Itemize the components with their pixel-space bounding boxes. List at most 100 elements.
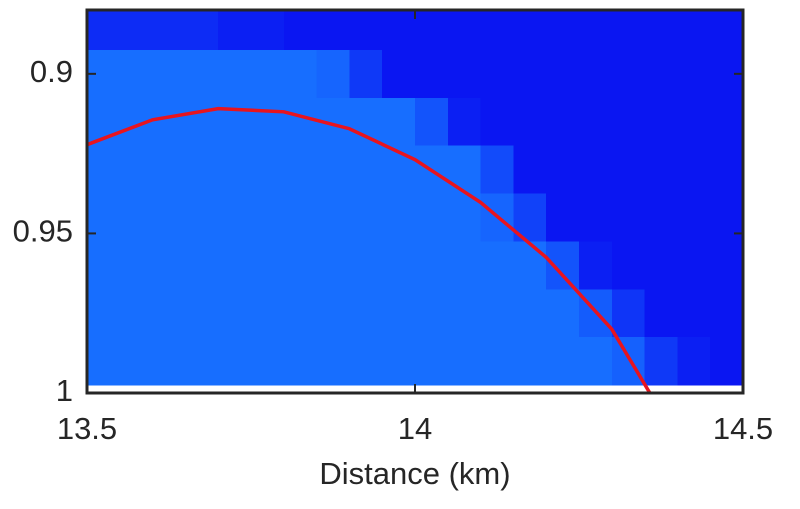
- heatmap-cell: [611, 193, 646, 242]
- heatmap-cell: [316, 193, 350, 242]
- heatmap-cell: [119, 241, 154, 290]
- heatmap-cell: [611, 49, 646, 99]
- heatmap-cell: [513, 337, 547, 386]
- x-axis-label: Distance (km): [319, 456, 510, 491]
- heatmap-cell: [87, 10, 121, 51]
- heatmap-cell: [119, 10, 154, 51]
- heatmap-cell: [644, 97, 678, 147]
- heatmap-cell: [644, 145, 678, 195]
- heatmap-cell: [611, 241, 646, 290]
- heatmap-cell: [710, 289, 744, 338]
- heatmap-cell: [316, 337, 350, 386]
- heatmap-cell: [349, 145, 383, 195]
- heatmap-cell: [677, 337, 711, 386]
- heatmap-cell: [480, 241, 514, 290]
- heatmap-cell: [185, 97, 219, 147]
- y-tick-label: 1: [56, 373, 73, 408]
- heatmap-cell: [316, 145, 350, 195]
- heatmap-cell: [677, 193, 711, 242]
- heatmap-cell: [611, 145, 646, 195]
- heatmap-cell: [677, 145, 711, 195]
- heatmap-cell: [316, 289, 350, 338]
- heatmap-cell: [152, 241, 186, 290]
- heatmap-cell: [382, 241, 416, 290]
- heatmap-cell: [119, 49, 154, 99]
- heatmap-cell: [349, 193, 383, 242]
- y-tick-label: 0.9: [30, 54, 73, 89]
- heatmap-cell: [579, 10, 613, 51]
- heatmap-cell: [480, 145, 514, 195]
- heatmap-cell: [677, 97, 711, 147]
- heatmap-cell: [447, 97, 482, 147]
- heatmap-cell: [546, 10, 580, 51]
- heatmap-cell: [185, 241, 219, 290]
- heatmap-cell: [579, 337, 613, 386]
- heatmap-cell: [579, 49, 613, 99]
- heatmap-cell: [185, 10, 219, 51]
- heatmap-cell: [546, 97, 580, 147]
- heatmap-cell: [283, 241, 318, 290]
- heatmap-cell: [152, 193, 186, 242]
- heatmap-cell: [677, 10, 711, 51]
- heatmap-cell: [677, 49, 711, 99]
- heatmap-cell: [382, 49, 416, 99]
- heatmap-cell: [185, 49, 219, 99]
- heatmap-cell: [546, 289, 580, 338]
- heatmap-cell: [415, 49, 449, 99]
- heatmap-cell: [415, 193, 449, 242]
- heatmap-cell: [251, 241, 285, 290]
- heatmap-cell: [152, 10, 186, 51]
- heatmap-cell: [218, 289, 252, 338]
- heatmap-cell: [382, 97, 416, 147]
- heatmap-cell: [447, 145, 482, 195]
- heatmap-cell: [513, 145, 547, 195]
- heatmap-cell: [218, 337, 252, 386]
- heatmap-cell: [349, 337, 383, 386]
- heatmap-cell: [513, 241, 547, 290]
- heatmap-cell: [644, 289, 678, 338]
- heatmap-cell: [710, 145, 744, 195]
- heatmap-cell: [87, 145, 121, 195]
- heatmap-cell: [316, 10, 350, 51]
- heatmap-cell: [611, 10, 646, 51]
- heatmap-cell: [513, 289, 547, 338]
- heatmap-cell: [710, 193, 744, 242]
- heatmap-cell: [579, 241, 613, 290]
- heatmap-cell: [185, 193, 219, 242]
- heatmap-cell: [546, 241, 580, 290]
- heatmap-cell: [218, 49, 252, 99]
- x-tick-label: 14.5: [713, 411, 773, 446]
- heatmap-cell: [415, 289, 449, 338]
- heatmap-cell: [382, 193, 416, 242]
- heatmap-cell: [119, 289, 154, 338]
- heatmap-cell: [480, 10, 514, 51]
- heatmap-cell: [283, 49, 318, 99]
- heatmap-cell: [283, 10, 318, 51]
- heatmap-cell: [349, 49, 383, 99]
- heatmap-cell: [218, 97, 252, 147]
- heatmap-cell: [87, 289, 121, 338]
- heatmap-cell: [87, 193, 121, 242]
- heatmap-cell: [513, 49, 547, 99]
- x-tick-label: 14: [398, 411, 432, 446]
- heatmap-cell: [644, 10, 678, 51]
- heatmap-cell: [415, 97, 449, 147]
- heatmap-cell: [644, 337, 678, 386]
- heatmap-cell: [87, 337, 121, 386]
- heatmap-cell: [119, 145, 154, 195]
- heatmap-cell: [480, 49, 514, 99]
- heatmap-cell: [218, 145, 252, 195]
- heatmap-cell: [513, 10, 547, 51]
- heatmap-cell: [283, 337, 318, 386]
- heatmap-cell: [185, 145, 219, 195]
- heatmap-cell: [677, 241, 711, 290]
- heatmap-cell: [710, 337, 744, 386]
- heatmap-cell: [251, 10, 285, 51]
- heatmap-cell: [480, 97, 514, 147]
- heatmap-cell: [644, 241, 678, 290]
- heatmap-cell: [251, 49, 285, 99]
- heatmap-cell: [218, 193, 252, 242]
- heatmap-cell: [546, 337, 580, 386]
- heatmap-cell: [447, 241, 482, 290]
